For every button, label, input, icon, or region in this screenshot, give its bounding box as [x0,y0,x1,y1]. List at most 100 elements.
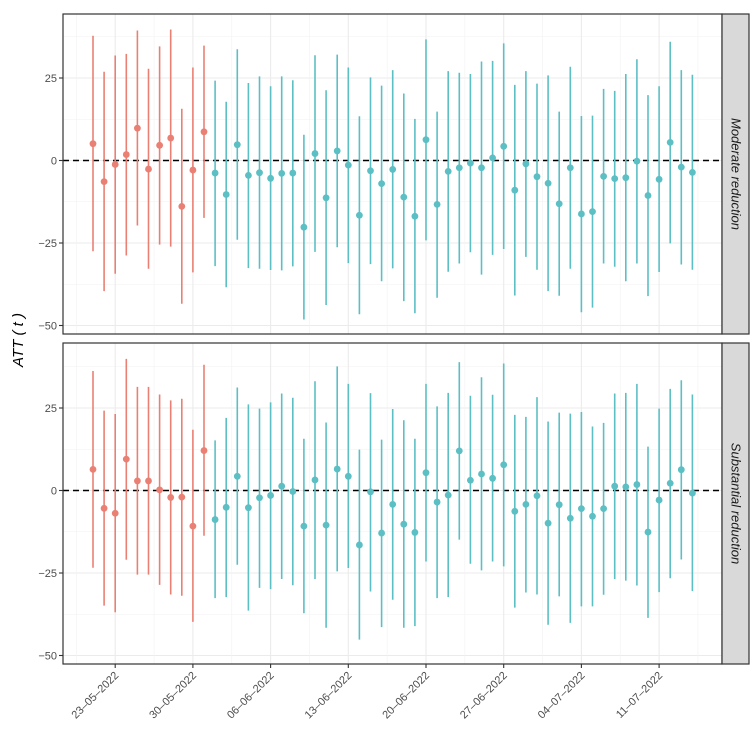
estimate-point [566,514,574,522]
estimate-point [500,461,508,469]
estimate-point [333,465,341,473]
y-tick-label: 0 [51,486,57,498]
estimate-point [411,212,419,220]
estimate-point [278,482,286,490]
estimate-point [467,159,474,167]
x-tick-label: 06–06–2022 [225,670,277,722]
estimate-point [478,164,485,172]
estimate-point [578,210,585,218]
estimate-point [256,169,263,177]
estimate-point [433,200,441,208]
estimate-point [555,200,563,208]
estimate-point [167,494,175,501]
estimate-point [566,164,574,172]
estimate-point [400,520,408,528]
facet-panel-1: −50 −25 0 25 Substantial reduction [38,342,750,665]
estimate-point [300,522,308,530]
facet-strip-label: Moderate reduction [729,118,744,230]
estimate-point [233,472,241,480]
estimate-point [622,174,630,182]
estimate-point [89,465,97,473]
estimate-point [356,211,363,219]
estimate-point [344,472,352,480]
estimate-point [122,151,130,158]
estimate-point [422,469,430,477]
estimate-point [578,505,585,513]
x-tick-label: 30–05–2022 [147,670,199,722]
estimate-point [378,529,385,537]
estimate-point [655,496,663,504]
x-tick-label: 27–06–2022 [458,670,510,722]
y-tick-label: −25 [38,238,57,250]
estimate-point [589,208,596,216]
estimate-point [311,476,319,484]
estimate-point [689,489,696,497]
y-tick-label: 0 [51,156,57,168]
estimate-point [356,541,363,549]
estimate-point [111,509,119,517]
estimate-point [156,486,164,494]
estimate-point [200,447,208,454]
estimate-point [156,141,164,149]
estimate-point [145,477,152,485]
estimate-point [289,488,297,495]
y-tick-label: −50 [38,321,57,333]
x-axis: 23–05–2022 30–05–2022 06–06–2022 13–06–2022… [70,664,665,722]
x-tick-label: 11–07–2022 [614,670,665,721]
y-tick-label: −25 [38,568,57,580]
estimate-point [378,180,385,188]
estimate-point [211,516,219,523]
estimate-point [522,500,530,508]
estimate-point [322,521,330,529]
estimate-point [411,529,419,536]
estimate-point [189,166,197,174]
estimate-point [233,141,241,149]
y-tick-label: 25 [45,73,57,85]
x-tick-label: 13–06–2022 [303,670,355,722]
estimate-point [589,512,596,520]
facet-strip-label: Substantial reduction [729,443,744,564]
estimate-point [178,202,186,210]
x-tick-label: 20–06–2022 [380,670,432,722]
estimate-point [122,455,130,463]
estimate-point [178,493,186,501]
estimate-point [89,140,97,148]
estimate-point [655,175,663,183]
estimate-point [444,491,452,499]
estimate-point [145,165,152,173]
facet-panel-0: −50 −25 0 25 Moderate reduction [38,13,750,335]
estimate-point [189,522,197,530]
estimate-point [389,500,397,508]
estimate-point [289,169,297,177]
estimate-point [245,504,252,512]
y-axis-title: ATT ( t ) [10,313,27,368]
estimate-point [167,134,175,142]
estimate-point [267,492,274,499]
estimate-point [245,171,252,179]
estimate-point [633,157,641,165]
estimate-point [644,528,652,536]
estimate-point [367,167,374,175]
estimate-point [444,167,452,175]
x-tick-label: 04–07–2022 [536,670,588,722]
estimate-point [533,173,541,181]
estimate-point [100,504,108,512]
estimate-point [400,193,408,201]
estimate-point [134,124,141,132]
facet-strip [721,342,750,665]
estimate-point [455,164,463,172]
estimate-point [522,160,530,168]
estimate-point [611,175,619,183]
y-tick-label: 25 [45,403,57,415]
estimate-point [478,470,485,478]
estimate-point [333,147,341,155]
estimate-point [134,477,141,485]
estimate-point [367,488,374,496]
estimate-point [489,154,496,162]
estimate-point [256,494,263,502]
estimate-point [267,174,274,182]
estimate-point [100,178,108,186]
estimate-point [600,505,607,513]
estimate-point [555,501,563,509]
